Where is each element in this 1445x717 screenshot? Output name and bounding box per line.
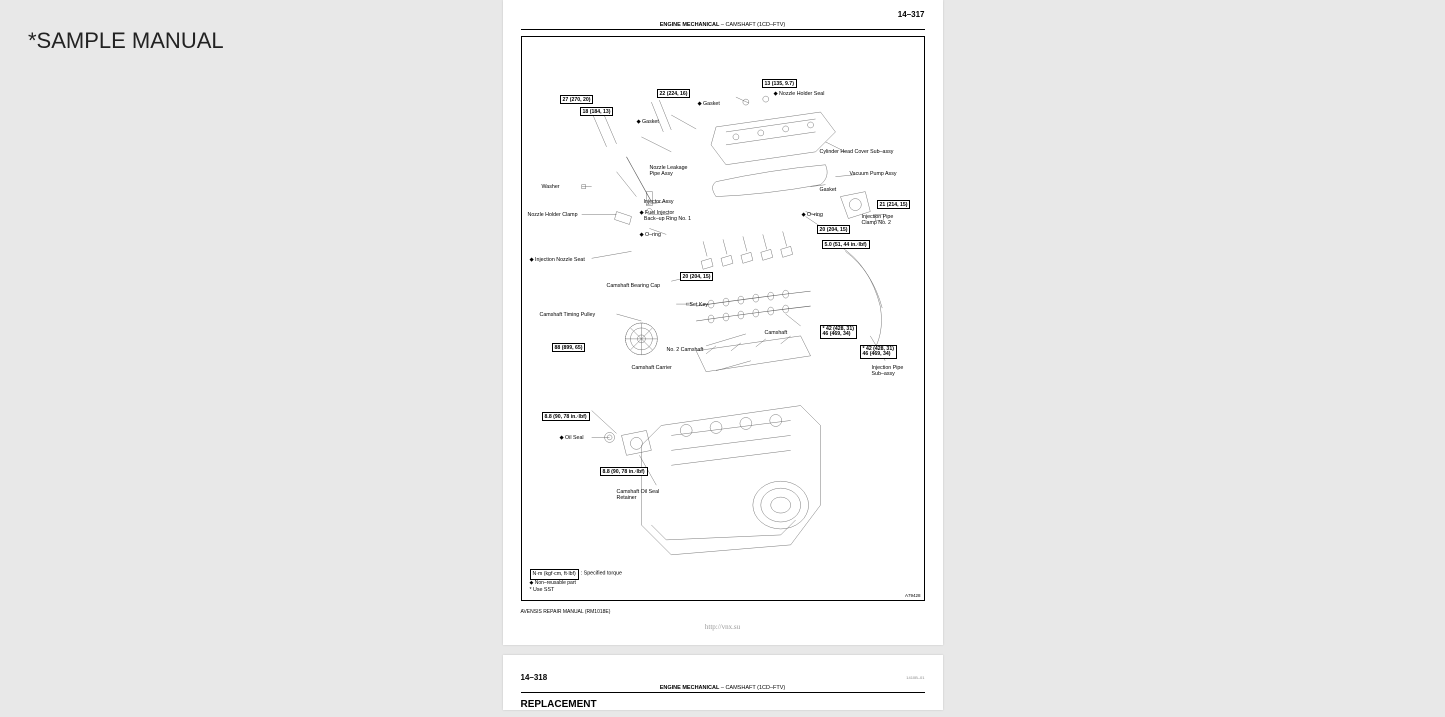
lbl-set-key: Set Key [690, 302, 709, 308]
page2-code: 1410B–01 [906, 675, 924, 680]
section-header: ENGINE MECHANICAL – CAMSHAFT (1CD–FTV) [521, 22, 925, 30]
torque-20a: 20 (204, 15) [817, 225, 851, 234]
section-plain: CAMSHAFT (1CD–FTV) [725, 22, 785, 28]
lbl-oring2: ◆ O–ring [802, 212, 823, 218]
lbl-inj-pipe-sub: Injection Pipe Sub–assy [872, 365, 904, 377]
torque-27: 27 (270, 20) [560, 95, 594, 104]
replacement-heading: REPLACEMENT [521, 699, 925, 710]
lbl-cam-oil-seal-ret: Camshaft Oil Seal Retainer [617, 489, 660, 501]
lbl-oring1: ◆ O–ring [640, 232, 661, 238]
manual-page-2: 14–318 1410B–01 ENGINE MECHANICAL – CAMS… [503, 655, 943, 710]
torque-units-box: N·m (kgf·cm, ft·lbf) [530, 569, 579, 579]
section-header-2: ENGINE MECHANICAL – CAMSHAFT (1CD–FTV) [521, 685, 925, 693]
section-plain-2: CAMSHAFT (1CD–FTV) [725, 685, 785, 691]
lbl-camshaft: Camshaft [765, 330, 788, 336]
lbl-nozzle-holder-seal: ◆ Nozzle Holder Seal [774, 91, 825, 97]
section-bold: ENGINE MECHANICAL [660, 22, 720, 28]
torque-8a: 8.8 (90, 78 in.·lbf) [542, 412, 590, 421]
note-nonreusable: ◆ Non–reusable part [530, 580, 622, 587]
lbl-cam-bearing-cap: Camshaft Bearing Cap [607, 283, 661, 289]
note-sst: * Use SST [530, 587, 622, 594]
torque-13: 13 (135, 9.7) [762, 79, 797, 88]
section-bold-2: ENGINE MECHANICAL [660, 685, 720, 691]
torque-88: 88 (899, 65) [552, 343, 586, 352]
torque-label: : Specified torque [581, 571, 622, 577]
torque-18: 18 (184, 13) [580, 107, 614, 116]
manual-reference: AVENSIS REPAIR MANUAL (RM1018E) [521, 609, 925, 615]
torque-22: 22 (224, 16) [657, 89, 691, 98]
source-url: http://vnx.su [521, 623, 925, 631]
page-number-2: 14–318 [521, 673, 925, 682]
torque-42a: * 42 (428, 31) 46 (469, 34) [820, 325, 857, 339]
lbl-nozzle-leak-pipe: Nozzle Leakage Pipe Assy [650, 165, 688, 177]
engine-svg [522, 37, 924, 600]
lbl-cam-timing-pulley: Camshaft Timing Pulley [540, 312, 596, 318]
lbl-gasket2: ◆ Gasket [637, 119, 659, 125]
diagram-footer: N·m (kgf·cm, ft·lbf): Specified torque ◆… [530, 569, 622, 594]
diagram-id: A79428 [905, 593, 921, 598]
torque-20b: 20 (204, 15) [680, 272, 714, 281]
lbl-vacuum-pump: Vacuum Pump Assy [850, 171, 897, 177]
lbl-cyl-head-cover: Cylinder Head Cover Sub–assy [820, 149, 894, 155]
lbl-no2-cam: No. 2 Camshaft [667, 347, 704, 353]
lbl-cam-carrier: Camshaft Carrier [632, 365, 672, 371]
lbl-oil-seal: ◆ Oil Seal [560, 435, 584, 441]
lbl-gasket3: Gasket [820, 187, 837, 193]
page-number: 14–317 [521, 10, 925, 19]
lbl-fuel-injector: ◆ Fuel Injector Back–up Ring No. 1 [640, 210, 692, 222]
lbl-washer: Washer [542, 184, 560, 190]
lbl-gasket1: ◆ Gasket [698, 101, 720, 107]
lbl-injector-assy: Injector Assy [644, 199, 674, 205]
exploded-diagram: 27 (270, 20) 18 (184, 13) 22 (224, 16) 1… [521, 36, 925, 601]
lbl-nozzle-clamp: Nozzle Holder Clamp [528, 212, 578, 218]
lbl-inj-pipe-clamp2: Injection Pipe Clamp No. 2 [862, 214, 894, 226]
torque-42b: * 42 (428, 31) 46 (469, 34) [860, 345, 897, 359]
lbl-inj-nozzle-seat: ◆ Injection Nozzle Seat [530, 257, 585, 263]
torque-8b: 8.8 (90, 78 in.·lbf) [600, 467, 648, 476]
page-stack: 14–317 ENGINE MECHANICAL – CAMSHAFT (1CD… [503, 0, 943, 710]
sample-watermark: *SAMPLE MANUAL [28, 28, 224, 54]
torque-21: 21 (214, 15) [877, 200, 911, 209]
manual-page-1: 14–317 ENGINE MECHANICAL – CAMSHAFT (1CD… [503, 0, 943, 645]
torque-5: 5.0 (51, 44 in.·lbf) [822, 240, 870, 249]
